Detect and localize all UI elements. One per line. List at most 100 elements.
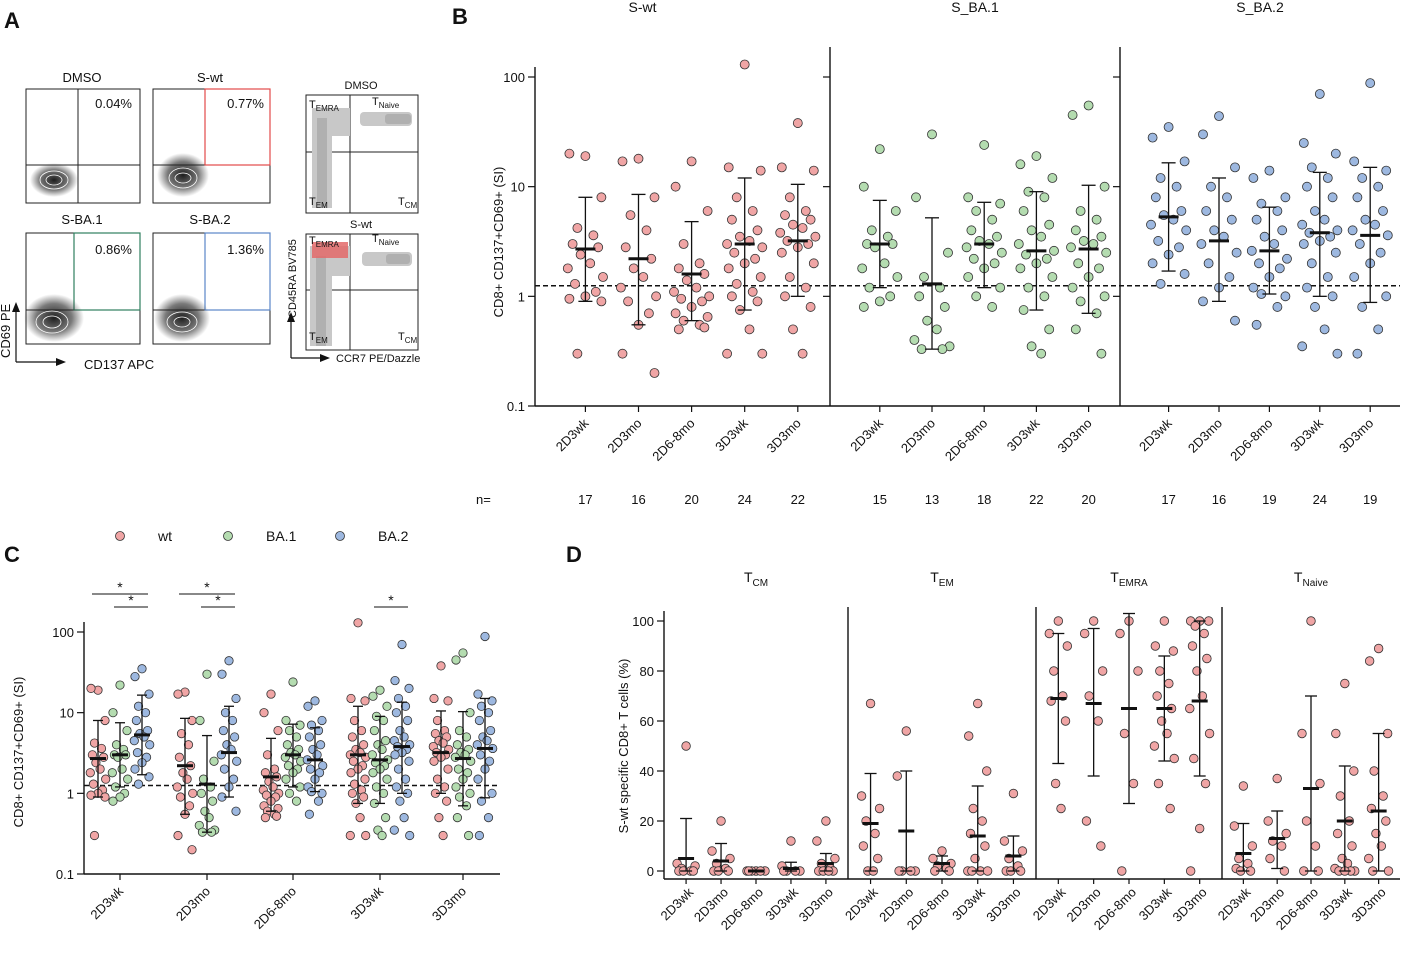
- c-data-point: [485, 725, 496, 736]
- c-data-point: [230, 732, 240, 742]
- flow-gate-red: [204, 88, 271, 166]
- d-data-point: [1153, 778, 1164, 789]
- d-data-point: [1053, 616, 1064, 626]
- c-data-point: [454, 792, 465, 802]
- b-n-value: 19: [1363, 492, 1377, 507]
- c-data-point: [483, 708, 494, 718]
- b-y-tick-label: 100: [503, 70, 525, 85]
- b-y-tick-label: 0.1: [507, 399, 525, 414]
- b-data-point: [625, 210, 636, 221]
- c-data-point: [310, 696, 320, 706]
- b-n-value: 22: [791, 492, 805, 507]
- c-data-point: [129, 736, 139, 746]
- c-data-point: [262, 750, 273, 760]
- b-data-point: [1209, 225, 1220, 236]
- b-y-tick-label: 10: [511, 180, 525, 195]
- c-data-point: [144, 689, 154, 699]
- d-data-point: [874, 803, 885, 814]
- b-data-point: [1230, 315, 1240, 326]
- b-data-point: [590, 286, 601, 297]
- b-data-point: [1036, 231, 1047, 242]
- memory-x-label: CCR7 PE/Dazzle: [336, 353, 420, 365]
- b-data-point: [892, 272, 903, 282]
- b-data-point: [911, 192, 921, 203]
- b-n-value: 24: [1313, 492, 1327, 507]
- d-data-point: [1189, 753, 1199, 764]
- b-data-point: [1036, 348, 1047, 359]
- b-data-point: [1357, 173, 1368, 183]
- b-data-point: [1041, 253, 1052, 264]
- c-sig-star: *: [128, 592, 134, 608]
- b-data-point: [1206, 181, 1216, 192]
- c-data-point: [145, 740, 155, 750]
- q-cm-swt: TCM: [398, 331, 418, 345]
- c-data-point: [86, 790, 96, 800]
- c-data-point: [273, 725, 283, 736]
- b-data-point: [1015, 159, 1026, 170]
- c-data-point: [101, 774, 111, 784]
- d-data-point: [1079, 628, 1090, 639]
- d-category-label: 3D3mo: [983, 885, 1023, 925]
- d-data-point: [870, 828, 880, 839]
- d-data-point: [1200, 778, 1211, 789]
- b-data-point: [1096, 348, 1107, 359]
- b-group-title: S_BA.2: [1236, 0, 1284, 15]
- b-data-point: [1280, 291, 1291, 302]
- d-data-point: [1204, 728, 1215, 739]
- b-data-point: [776, 247, 787, 258]
- d-category-label: 3D3wk: [762, 884, 801, 923]
- c-category-label: 2D6-8mo: [251, 884, 299, 932]
- c-data-point: [348, 756, 359, 766]
- b-data-point: [979, 140, 990, 150]
- c-data-point: [315, 740, 326, 750]
- b-data-point: [996, 247, 1007, 258]
- c-data-point: [432, 715, 443, 726]
- c-legend-marker: [335, 531, 345, 541]
- b-data-point: [1049, 245, 1059, 256]
- d-data-point: [982, 866, 993, 876]
- c-data-point: [204, 813, 214, 823]
- b-data-point: [1319, 324, 1330, 335]
- c-data-point: [360, 774, 370, 784]
- c-data-point: [458, 648, 468, 658]
- c-data-point: [377, 830, 387, 841]
- c-data-point: [304, 809, 314, 819]
- b-data-point: [939, 302, 950, 312]
- b-data-point: [1322, 272, 1333, 282]
- b-data-point: [1013, 239, 1024, 249]
- b-data-point: [800, 282, 811, 293]
- b-data-point: [1259, 231, 1270, 242]
- c-data-point: [347, 788, 357, 798]
- d-data-point: [812, 836, 822, 846]
- b-category-label: 3D3wk: [1004, 415, 1043, 454]
- b-data-point: [691, 282, 702, 293]
- b-data-point: [1246, 245, 1257, 256]
- panel-a-flow-cytometry: DMSO S-wt S-BA.1 S-BA.2 0.04% 0.77%: [0, 70, 420, 372]
- c-data-point: [313, 725, 324, 736]
- c-data-point: [313, 796, 324, 806]
- b-n-value: 16: [631, 492, 645, 507]
- b-data-point: [1015, 263, 1026, 274]
- b-data-point: [697, 296, 707, 307]
- c-data-point: [367, 750, 377, 760]
- d-y-tick-label: 60: [640, 714, 654, 729]
- d-data-point: [821, 816, 831, 826]
- d-data-point: [1017, 846, 1028, 856]
- b-data-point: [864, 282, 875, 293]
- b-data-point: [1021, 249, 1031, 260]
- c-data-point: [89, 830, 100, 841]
- c-data-point: [140, 708, 151, 718]
- d-data-point: [1050, 778, 1061, 789]
- b-data-point: [797, 348, 808, 359]
- d-data-point: [1364, 853, 1374, 864]
- d-data-point: [937, 846, 947, 856]
- c-data-point: [108, 708, 118, 718]
- b-data-point: [580, 151, 591, 161]
- c-data-point: [317, 715, 327, 726]
- d-group-title: TEM: [930, 569, 954, 589]
- b-data-point: [1198, 296, 1208, 307]
- b-data-point: [1277, 225, 1288, 236]
- b-data-point: [1354, 239, 1365, 249]
- b-data-point: [651, 291, 661, 302]
- b-data-point: [808, 258, 819, 269]
